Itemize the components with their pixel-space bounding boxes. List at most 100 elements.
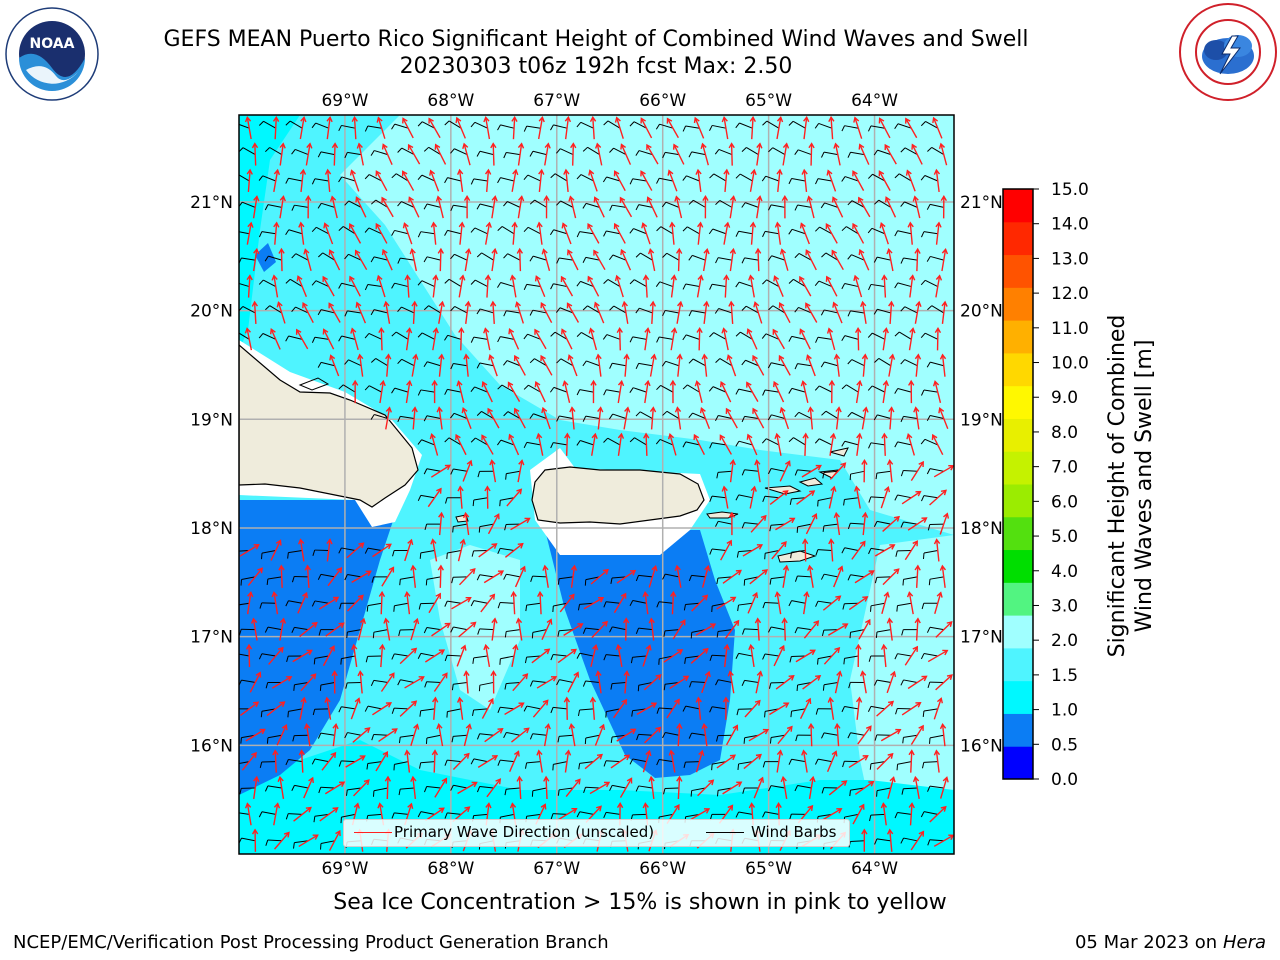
wave-direction-arrow [771,541,787,560]
wind-barb-feather [849,790,851,797]
wave-direction-arrow [517,460,523,483]
wind-barb-feather [768,785,772,792]
wind-barb-staff [744,415,759,420]
wind-barb-staff [791,387,806,393]
wave-direction-arrow [827,623,848,636]
wind-barb-staff [612,254,627,261]
wind-barb-staff [638,204,653,208]
wind-barb-staff [632,758,647,763]
wind-barb-feather [820,361,825,368]
wind-barb-staff [479,523,494,528]
wave-arrow-head [382,751,389,758]
wind-barb-staff [448,437,462,446]
wind-barb-staff [526,705,541,710]
lat-label-left: 19°N [190,410,233,430]
wind-barb-feather [477,471,481,478]
wave-direction-arrow [802,675,821,690]
wave-arrow-head [887,752,894,759]
wind-barb-staff [878,199,892,208]
wave-arrow-head [602,568,609,575]
wind-barb-feather [576,389,581,396]
wave-direction-arrow [405,381,411,404]
wind-barb-feather [875,631,878,638]
wave-arrow-head [831,196,838,203]
wave-direction-arrow [805,513,817,535]
wind-barb-feather [788,178,793,185]
wind-barb-feather [497,177,501,184]
wave-arrow-head [511,221,518,228]
wind-barb-staff [347,151,362,156]
wind-barb-staff [793,278,806,287]
wind-barb-staff [717,629,732,632]
lat-label-right: 20°N [960,302,1003,322]
wind-barb-staff [347,629,362,633]
wave-direction-arrow [570,565,576,588]
wave-direction-arrow [935,674,953,691]
wind-barb-feather [922,552,925,560]
wind-barb-staff [851,359,865,367]
wind-barb-staff [745,359,759,367]
wave-direction-arrow [270,540,282,561]
wave-direction-arrow [888,618,893,641]
wind-barb-feather [715,358,721,364]
wind-barb-feather [285,120,291,126]
wave-arrow-head [861,353,869,360]
wave-arrow-head [381,196,387,203]
wave-arrow-head [761,569,769,575]
wind-barb-feather [794,785,799,792]
colorbar-segment [1003,451,1033,485]
wind-barb-staff [314,655,329,659]
wave-arrow-head [304,564,311,571]
wave-arrow-head [809,649,816,656]
wave-arrow-head [853,485,861,492]
wave-arrow-head [831,249,838,256]
wind-barb-feather [364,547,369,554]
wave-arrow-head [495,778,502,785]
wind-barb-staff [823,681,838,686]
wave-direction-arrow [883,433,886,456]
wave-direction-arrow [300,169,305,192]
wave-arrow-head [626,777,633,784]
wave-direction-arrow [540,302,553,324]
wave-direction-arrow [882,568,900,586]
wave-direction-arrow [353,779,370,797]
wind-barb-staff [792,120,806,129]
wind-barb-feather [338,547,342,554]
wave-arrow-head [434,143,441,150]
wave-direction-arrow [596,143,603,166]
wave-arrow-head [853,274,860,282]
wind-barb-staff [500,602,515,604]
wind-barb-staff [261,653,276,657]
wind-barb-staff [923,231,938,235]
wave-arrow-head [512,168,519,176]
wave-arrow-head [278,564,285,571]
wave-direction-arrow [489,355,498,377]
wave-direction-arrow [799,698,811,720]
wave-direction-arrow [543,724,550,747]
wave-arrow-head [911,143,917,150]
wave-direction-arrow [880,487,889,509]
wind-barb-staff [241,837,256,842]
wave-arrow-head [774,591,781,598]
wave-direction-arrow [358,143,364,166]
wave-arrow-head [518,459,525,466]
wave-arrow-head [357,670,364,677]
wind-barb-staff [554,331,568,340]
wind-barb-staff [717,576,732,579]
wind-barb-feather [319,684,322,691]
wind-barb-feather [767,468,772,475]
wind-barb-feather [497,282,502,288]
wave-arrow-head [881,274,888,281]
wave-arrow-head [828,538,835,545]
wave-arrow-head [279,195,286,202]
wind-barb-feather [684,657,687,664]
wind-barb-staff [367,547,382,551]
wave-direction-arrow [377,117,386,139]
wind-barb-staff [877,256,891,261]
wind-barb-staff [239,761,250,765]
wave-direction-arrow [823,647,840,665]
wind-barb-staff [844,283,859,288]
wind-barb-feather [764,711,766,718]
wind-barb-feather [338,760,342,767]
wave-arrow-head [878,117,885,124]
